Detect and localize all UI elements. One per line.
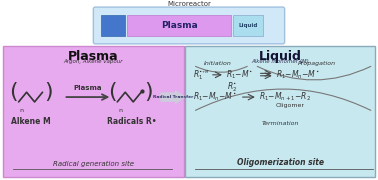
Text: Radical Transfer: Radical Transfer [153, 95, 193, 99]
Text: Radical generation site: Radical generation site [53, 161, 134, 167]
Text: (: ( [108, 82, 116, 102]
Text: Argon, Alkene vapour: Argon, Alkene vapour [64, 59, 123, 64]
Text: Liquid: Liquid [259, 50, 302, 63]
Text: $^{+M}$: $^{+M}$ [201, 69, 209, 75]
Text: Termination: Termination [262, 121, 299, 126]
Text: Radicals R•: Radicals R• [107, 117, 157, 126]
Text: Initiation: Initiation [204, 61, 232, 66]
FancyBboxPatch shape [185, 46, 375, 177]
Text: $R_1\mathrm{-}M_n\mathrm{-}M^{\bullet}$: $R_1\mathrm{-}M_n\mathrm{-}M^{\bullet}$ [276, 69, 319, 81]
Text: $R_1\mathrm{-}M_n\mathrm{-}M^{\bullet}$: $R_1\mathrm{-}M_n\mathrm{-}M^{\bullet}$ [193, 91, 237, 103]
Text: ): ) [44, 82, 53, 102]
FancyBboxPatch shape [233, 15, 263, 36]
Text: $R_1\mathrm{-}M^{\bullet}$: $R_1\mathrm{-}M^{\bullet}$ [226, 69, 253, 81]
Text: $R_2^{\bullet}$: $R_2^{\bullet}$ [227, 81, 237, 94]
Text: $R_1^{\bullet}$: $R_1^{\bullet}$ [193, 68, 203, 82]
Text: Oligomer: Oligomer [275, 103, 304, 108]
Text: Plasma: Plasma [161, 21, 197, 30]
Text: Microreactor: Microreactor [167, 1, 211, 7]
Text: Plasma: Plasma [73, 85, 102, 91]
Text: Oligomerization site: Oligomerization site [237, 158, 324, 167]
Text: n: n [20, 108, 23, 113]
Text: Alkene monomer (M): Alkene monomer (M) [251, 59, 309, 64]
FancyBboxPatch shape [3, 46, 184, 177]
FancyBboxPatch shape [93, 7, 285, 44]
Text: $R_1\mathrm{-}M_{n+1}\mathrm{-}R_2$: $R_1\mathrm{-}M_{n+1}\mathrm{-}R_2$ [259, 91, 311, 103]
Text: Liquid: Liquid [238, 23, 257, 28]
FancyBboxPatch shape [101, 15, 125, 36]
Text: Propagation: Propagation [297, 61, 336, 66]
Text: (: ( [9, 82, 18, 102]
Text: Alkene M: Alkene M [11, 117, 50, 126]
Text: Plasma: Plasma [68, 50, 119, 63]
Text: n: n [118, 108, 122, 113]
Text: ): ) [144, 82, 152, 102]
FancyBboxPatch shape [127, 15, 231, 36]
FancyArrowPatch shape [161, 91, 185, 103]
